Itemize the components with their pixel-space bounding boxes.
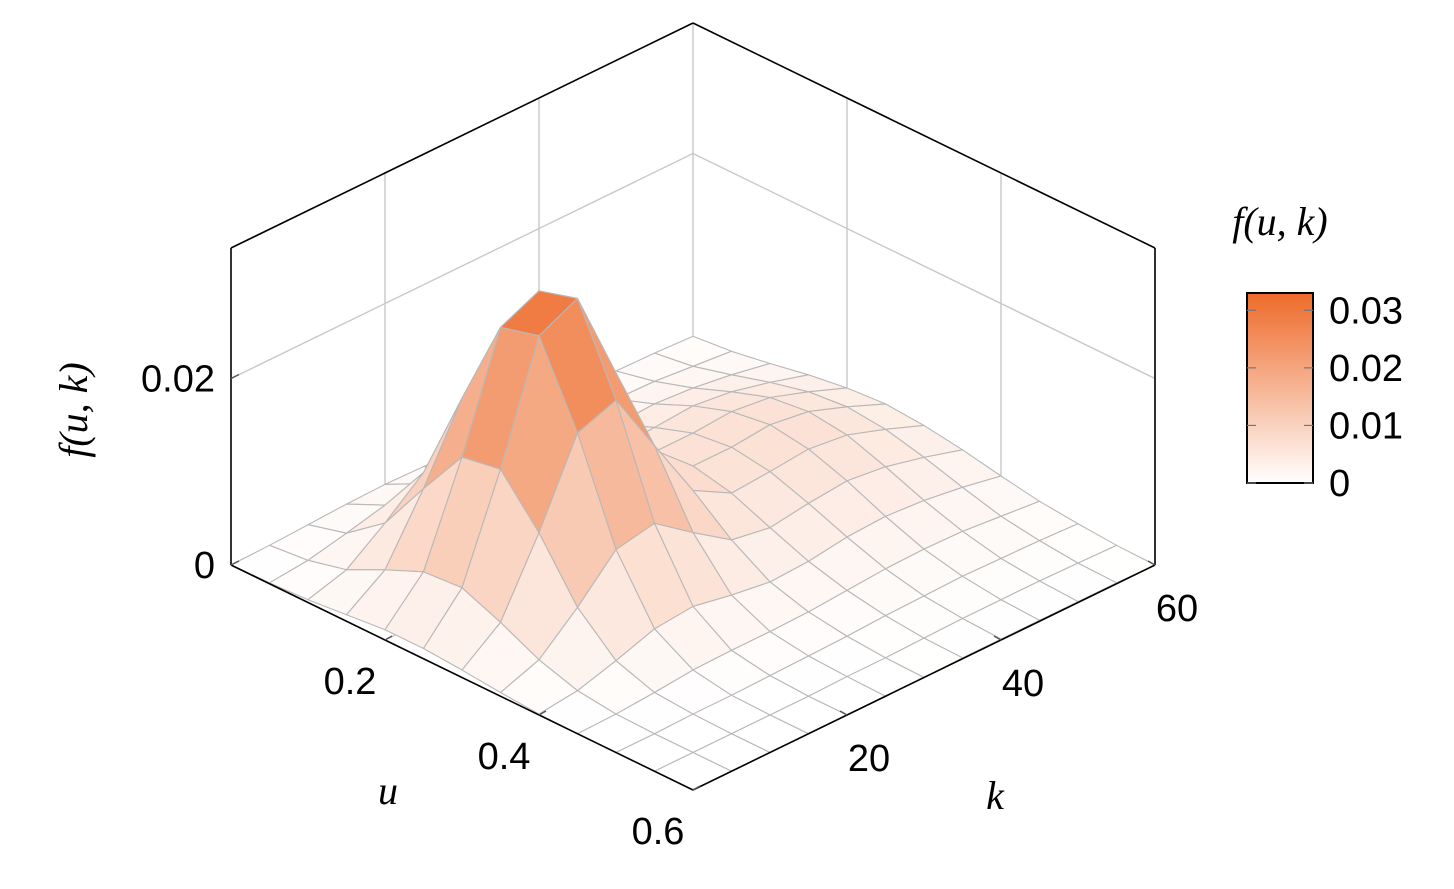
box-edge bbox=[230, 564, 694, 791]
x-tick bbox=[384, 635, 393, 641]
colorbar-tick-label: 0.01 bbox=[1329, 405, 1403, 447]
colorbar-tick-label: 0.03 bbox=[1329, 290, 1403, 332]
colorbar-tick-label: 0.02 bbox=[1329, 348, 1403, 390]
x-tick bbox=[692, 785, 701, 791]
z-tick-label: 0 bbox=[194, 545, 215, 587]
x-tick-label: 0.4 bbox=[478, 736, 531, 778]
y-tick-label: 20 bbox=[848, 738, 890, 780]
box-edge bbox=[230, 22, 694, 249]
colorbar bbox=[1246, 292, 1314, 484]
x-tick bbox=[538, 710, 547, 716]
x-tick-label: 0.2 bbox=[324, 661, 377, 703]
colorbar-tick-label: 0 bbox=[1329, 463, 1350, 505]
z-tick-label: 0.02 bbox=[141, 359, 215, 401]
y-tick bbox=[839, 710, 848, 716]
y-tick bbox=[993, 635, 1002, 641]
box-edge bbox=[692, 22, 1156, 249]
y-tick-label: 60 bbox=[1156, 588, 1198, 630]
front-frame: 0 0.02 0.2 0.4 0.6 20 40 60 bbox=[141, 22, 1198, 853]
box-edge bbox=[692, 564, 1156, 791]
x-tick-label: 0.6 bbox=[632, 811, 685, 853]
z-tick bbox=[230, 560, 240, 566]
y-tick-label: 40 bbox=[1002, 663, 1044, 705]
colorbar-title: f(u, k) bbox=[1232, 199, 1328, 244]
z-tick bbox=[230, 373, 240, 380]
surface bbox=[230, 290, 1156, 791]
y-tick bbox=[1147, 560, 1156, 566]
z-axis-title: f(u, k) bbox=[51, 362, 96, 458]
y-axis-title: k bbox=[986, 773, 1005, 818]
x-axis-title: u bbox=[378, 768, 398, 813]
